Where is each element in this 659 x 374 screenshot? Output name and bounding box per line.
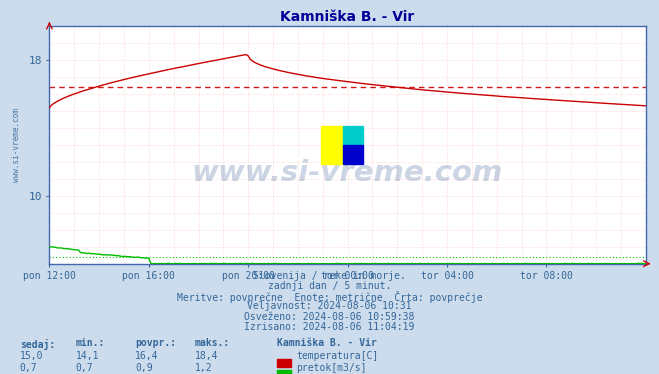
Text: 0,9: 0,9 [135, 363, 153, 373]
Text: Kamniška B. - Vir: Kamniška B. - Vir [277, 338, 377, 349]
Text: 0,7: 0,7 [20, 363, 38, 373]
Text: povpr.:: povpr.: [135, 338, 176, 349]
Text: temperatura[C]: temperatura[C] [297, 351, 379, 361]
Text: Meritve: povprečne  Enote: metrične  Črta: povprečje: Meritve: povprečne Enote: metrične Črta:… [177, 291, 482, 303]
Text: www.si-vreme.com: www.si-vreme.com [192, 159, 503, 187]
Bar [343, 145, 362, 164]
Text: 15,0: 15,0 [20, 351, 43, 361]
Title: Kamniška B. - Vir: Kamniška B. - Vir [281, 10, 415, 24]
Text: 18,4: 18,4 [194, 351, 218, 361]
Text: www.si-vreme.com: www.si-vreme.com [12, 108, 21, 182]
Text: min.:: min.: [76, 338, 105, 349]
Text: 16,4: 16,4 [135, 351, 159, 361]
Text: Izrisano: 2024-08-06 11:04:19: Izrisano: 2024-08-06 11:04:19 [244, 322, 415, 332]
Bar [343, 126, 362, 145]
Text: Veljavnost: 2024-08-06 10:31: Veljavnost: 2024-08-06 10:31 [247, 301, 412, 312]
Bar [321, 126, 343, 164]
Text: 1,2: 1,2 [194, 363, 212, 373]
Text: pretok[m3/s]: pretok[m3/s] [297, 363, 367, 373]
Text: Osveženo: 2024-08-06 10:59:38: Osveženo: 2024-08-06 10:59:38 [244, 312, 415, 322]
Text: sedaj:: sedaj: [20, 338, 55, 349]
Text: zadnji dan / 5 minut.: zadnji dan / 5 minut. [268, 281, 391, 291]
Text: maks.:: maks.: [194, 338, 229, 349]
Text: Slovenija / reke in morje.: Slovenija / reke in morje. [253, 271, 406, 281]
Text: 14,1: 14,1 [76, 351, 100, 361]
Text: 0,7: 0,7 [76, 363, 94, 373]
